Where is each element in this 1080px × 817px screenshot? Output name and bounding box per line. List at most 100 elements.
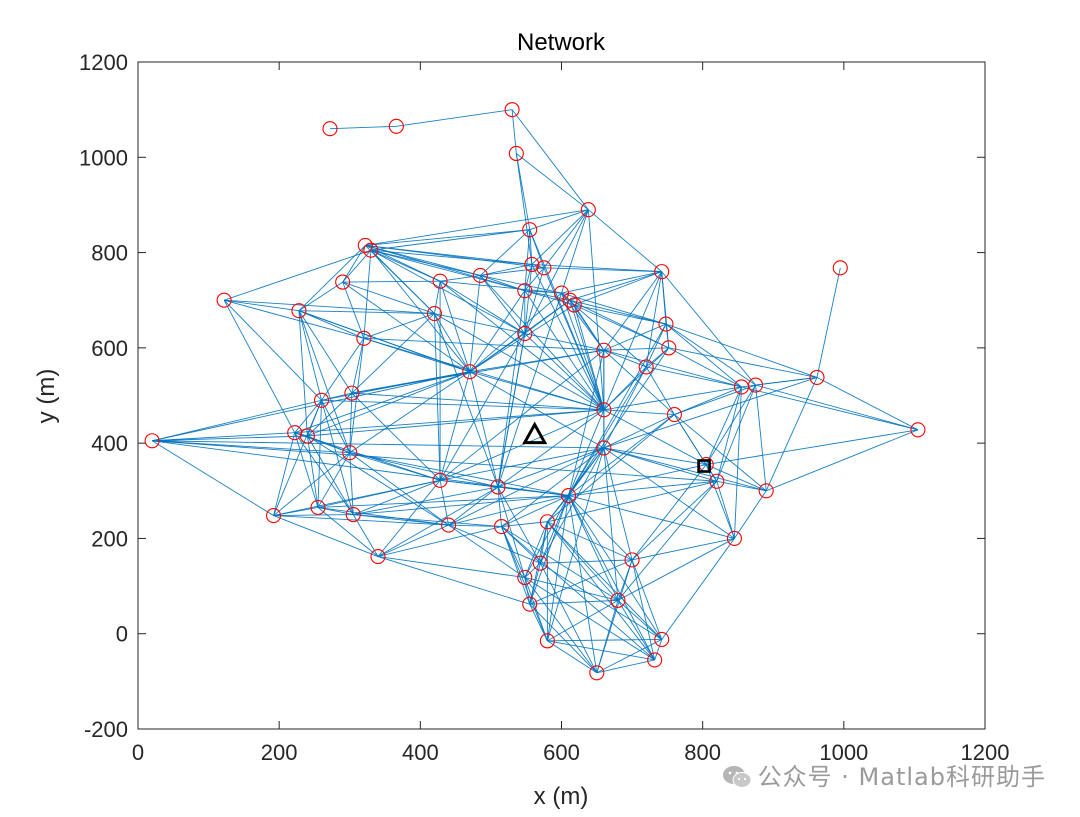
network-edge <box>273 452 351 516</box>
network-edge <box>469 304 575 373</box>
network-edge <box>524 577 655 661</box>
network-edge <box>529 603 598 674</box>
x-tick-label: 800 <box>684 740 721 765</box>
network-edge <box>603 386 742 411</box>
network-edge <box>479 275 526 334</box>
network-node <box>426 306 443 322</box>
network-edge <box>603 409 675 416</box>
network-edge <box>524 577 619 601</box>
network-node <box>517 326 533 342</box>
network-edge <box>298 310 365 339</box>
network-node <box>299 428 315 444</box>
network-node <box>596 342 612 358</box>
network-node <box>654 264 670 280</box>
network-edge <box>741 386 919 431</box>
network-node <box>522 222 538 238</box>
network-edge <box>396 109 513 127</box>
network-edge <box>524 264 533 291</box>
network-edge <box>152 440 604 449</box>
network-edge <box>568 495 735 539</box>
network-edge <box>501 447 605 527</box>
network-node <box>562 292 578 308</box>
network-edge <box>480 229 531 276</box>
network-node <box>356 330 372 346</box>
network-node <box>342 445 358 461</box>
network-node <box>532 555 548 571</box>
network-node <box>661 340 677 356</box>
network-node <box>666 407 682 423</box>
network-edge <box>377 480 441 557</box>
network-node <box>610 592 626 608</box>
network-edge <box>501 526 548 642</box>
network-edge <box>524 267 545 291</box>
network-edge <box>501 526 619 601</box>
x-tick-label: 0 <box>132 740 144 765</box>
network-edge <box>568 366 647 496</box>
network-edge <box>524 577 598 674</box>
network-edge <box>674 414 767 492</box>
network-edge <box>440 479 499 488</box>
network-node <box>216 292 232 308</box>
network-node <box>596 440 612 456</box>
network-node <box>493 518 510 535</box>
network-edge <box>529 209 589 231</box>
network-edge <box>539 562 598 673</box>
network-edge <box>497 292 562 488</box>
network-edge <box>765 377 818 491</box>
network-edge <box>716 384 757 482</box>
network-edge <box>480 264 532 276</box>
network-edge <box>273 514 354 517</box>
network-edge <box>365 209 589 246</box>
network-edge <box>497 447 605 488</box>
network-edge <box>439 281 471 372</box>
network-edge <box>365 229 530 246</box>
network-edge <box>469 275 481 372</box>
network-node <box>539 633 555 649</box>
x-tick-label: 400 <box>402 740 439 765</box>
network-node <box>524 256 540 273</box>
network-edge <box>469 290 526 372</box>
network-edge <box>716 481 735 539</box>
network-edge <box>515 153 533 265</box>
network-edge <box>321 400 354 515</box>
network-node <box>357 237 373 253</box>
network-edge <box>448 495 569 526</box>
network-edge <box>321 338 365 401</box>
network-edge <box>317 479 441 508</box>
network-edge <box>569 271 662 301</box>
network-edge <box>540 559 633 564</box>
network-edge <box>273 515 449 526</box>
y-tick-label: -200 <box>84 717 128 742</box>
network-edge <box>531 264 605 410</box>
network-edge <box>617 480 718 601</box>
network-edge <box>524 333 605 411</box>
network-node <box>624 552 640 568</box>
network-edge <box>547 638 662 642</box>
network-edge <box>342 281 471 373</box>
network-edge <box>569 300 605 410</box>
network-edge <box>273 432 296 516</box>
network-edge <box>349 393 353 453</box>
network-edge <box>603 323 667 351</box>
network-node <box>589 665 605 681</box>
y-tick-label: 0 <box>116 622 128 647</box>
network-edge <box>654 639 663 661</box>
network-edge <box>529 521 548 605</box>
network-edge <box>603 447 707 466</box>
network-edge <box>568 495 619 601</box>
network-edge <box>440 280 562 294</box>
network-edge <box>353 514 502 527</box>
network-edge <box>439 349 605 481</box>
network-edge <box>603 366 647 411</box>
network-edge <box>440 447 604 481</box>
network-node <box>709 473 725 489</box>
network-node <box>265 508 282 524</box>
network-edge <box>469 292 562 373</box>
network-edge <box>547 480 717 523</box>
network-node <box>726 530 742 546</box>
network-edge <box>674 386 742 415</box>
network-edge <box>298 310 435 315</box>
network-edge <box>501 526 655 661</box>
network-node <box>517 569 533 586</box>
network-edge <box>501 526 541 564</box>
